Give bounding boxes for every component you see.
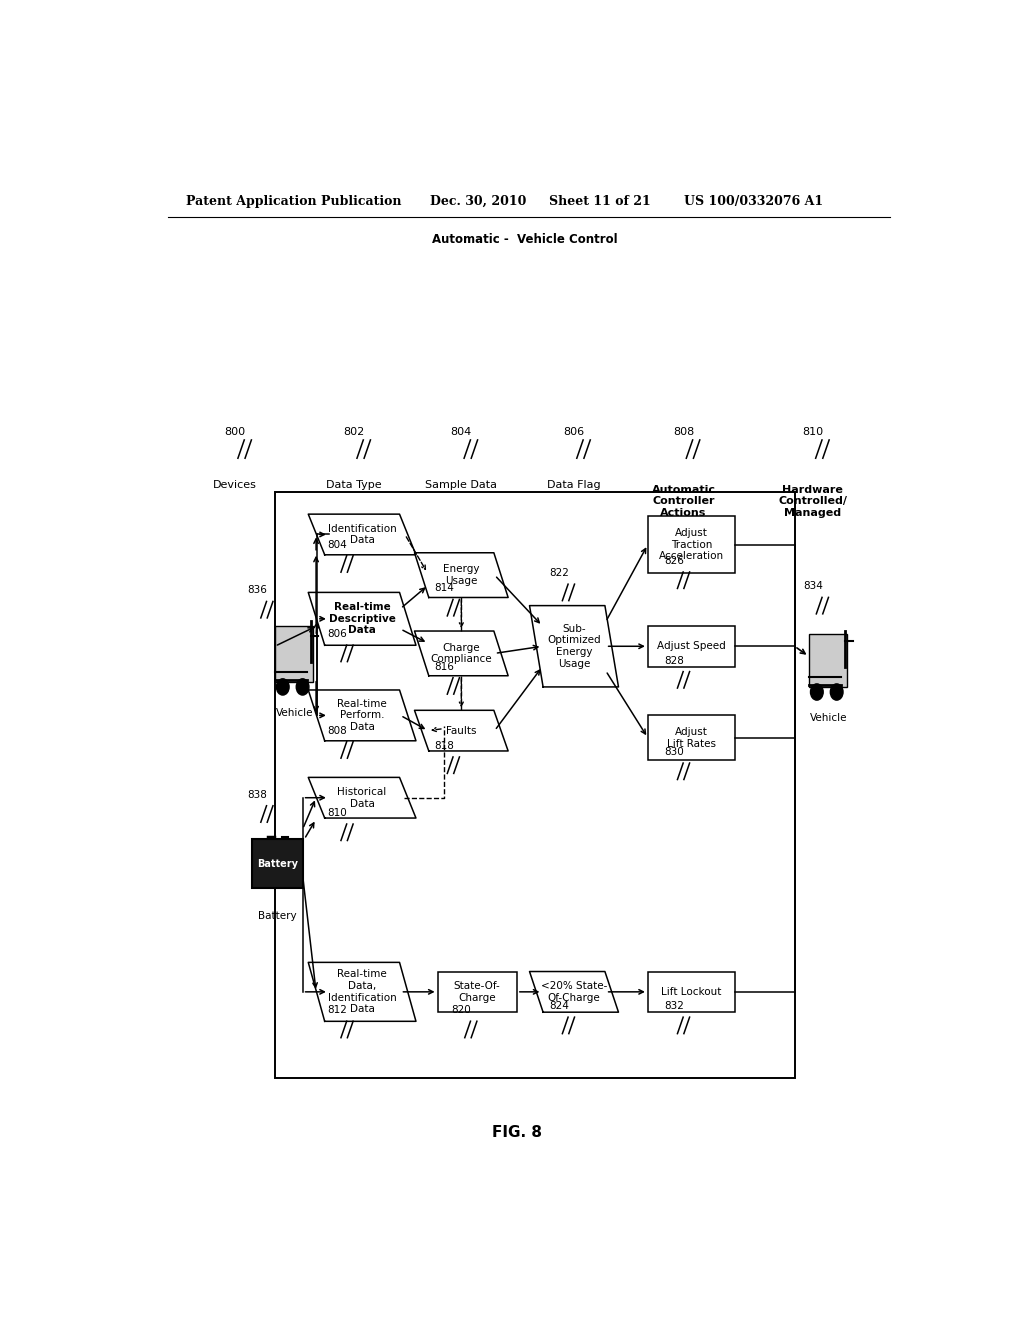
Text: Hardware
Controlled/
Managed: Hardware Controlled/ Managed: [778, 484, 848, 517]
Text: Charge
Compliance: Charge Compliance: [430, 643, 493, 664]
Text: Data Type: Data Type: [327, 479, 382, 490]
Text: 834: 834: [803, 581, 823, 591]
Text: Sub-
Optimized
Energy
Usage: Sub- Optimized Energy Usage: [547, 624, 601, 669]
Text: State-Of-
Charge: State-Of- Charge: [454, 981, 501, 1003]
Bar: [648, 715, 735, 760]
Text: Faults: Faults: [446, 726, 476, 735]
Text: 802: 802: [343, 426, 365, 437]
Text: Battery: Battery: [258, 911, 297, 920]
Text: 818: 818: [434, 741, 454, 751]
Circle shape: [296, 678, 309, 696]
Text: 822: 822: [549, 568, 569, 578]
Text: Automatic
Controller
Actions: Automatic Controller Actions: [651, 484, 716, 517]
Text: Real-time
Perform.
Data: Real-time Perform. Data: [337, 698, 387, 733]
Text: Data Flag: Data Flag: [547, 479, 601, 490]
Polygon shape: [415, 631, 508, 676]
Text: 808: 808: [328, 726, 347, 735]
Polygon shape: [308, 593, 416, 645]
Bar: [437, 972, 517, 1012]
Text: 830: 830: [665, 747, 684, 758]
Text: Identification
Data: Identification Data: [328, 524, 396, 545]
Text: Vehicle: Vehicle: [275, 709, 313, 718]
Text: 832: 832: [664, 1001, 684, 1011]
Text: 806: 806: [328, 630, 347, 639]
Text: Sheet 11 of 21: Sheet 11 of 21: [549, 194, 650, 207]
Polygon shape: [308, 515, 416, 554]
Text: 820: 820: [452, 1006, 471, 1015]
Text: Lift Lockout: Lift Lockout: [662, 987, 722, 997]
Text: Dec. 30, 2010: Dec. 30, 2010: [430, 194, 526, 207]
Circle shape: [830, 684, 843, 700]
Polygon shape: [529, 606, 618, 686]
Polygon shape: [529, 972, 618, 1012]
Text: 806: 806: [563, 426, 585, 437]
Text: Battery: Battery: [257, 859, 298, 869]
Text: 810: 810: [328, 808, 347, 818]
Text: 804: 804: [451, 426, 472, 437]
Text: 828: 828: [664, 656, 684, 665]
Bar: [648, 972, 735, 1012]
Text: 810: 810: [803, 426, 823, 437]
Text: Real-time
Data,
Identification
Data: Real-time Data, Identification Data: [328, 969, 396, 1014]
Text: Historical
Data: Historical Data: [338, 787, 387, 809]
Text: 814: 814: [434, 583, 454, 594]
FancyBboxPatch shape: [274, 626, 313, 682]
Text: Adjust
Lift Rates: Adjust Lift Rates: [667, 727, 716, 748]
Text: Adjust Speed: Adjust Speed: [657, 642, 726, 651]
Text: 800: 800: [224, 426, 246, 437]
Text: Devices: Devices: [213, 479, 257, 490]
Text: Patent Application Publication: Patent Application Publication: [186, 194, 401, 207]
Text: Sample Data: Sample Data: [425, 479, 498, 490]
Text: 808: 808: [673, 426, 694, 437]
Bar: [252, 840, 303, 888]
Text: Real-time
Descriptive
Data: Real-time Descriptive Data: [329, 602, 395, 635]
Text: <20% State-
Of-Charge: <20% State- Of-Charge: [541, 981, 607, 1003]
Text: US 100/0332076 A1: US 100/0332076 A1: [684, 194, 822, 207]
Text: Vehicle: Vehicle: [810, 713, 848, 723]
Text: FIG. 8: FIG. 8: [492, 1125, 542, 1139]
Text: 816: 816: [434, 661, 454, 672]
Bar: [648, 626, 735, 667]
Polygon shape: [308, 962, 416, 1022]
Text: 838: 838: [248, 789, 267, 800]
FancyBboxPatch shape: [809, 634, 847, 686]
Text: 836: 836: [248, 586, 267, 595]
Text: Adjust
Traction
Acceleration: Adjust Traction Acceleration: [658, 528, 724, 561]
Text: 804: 804: [328, 540, 347, 549]
Text: Automatic -  Vehicle Control: Automatic - Vehicle Control: [432, 234, 617, 247]
Circle shape: [811, 684, 823, 700]
Text: 824: 824: [549, 1001, 569, 1011]
Polygon shape: [415, 553, 508, 598]
Polygon shape: [308, 690, 416, 741]
Polygon shape: [308, 777, 416, 818]
Circle shape: [276, 678, 289, 696]
Text: 812: 812: [328, 1006, 347, 1015]
Bar: [648, 516, 735, 573]
Text: Energy
Usage: Energy Usage: [443, 565, 479, 586]
Bar: [274, 492, 795, 1078]
Text: 826: 826: [664, 556, 684, 566]
Polygon shape: [415, 710, 508, 751]
